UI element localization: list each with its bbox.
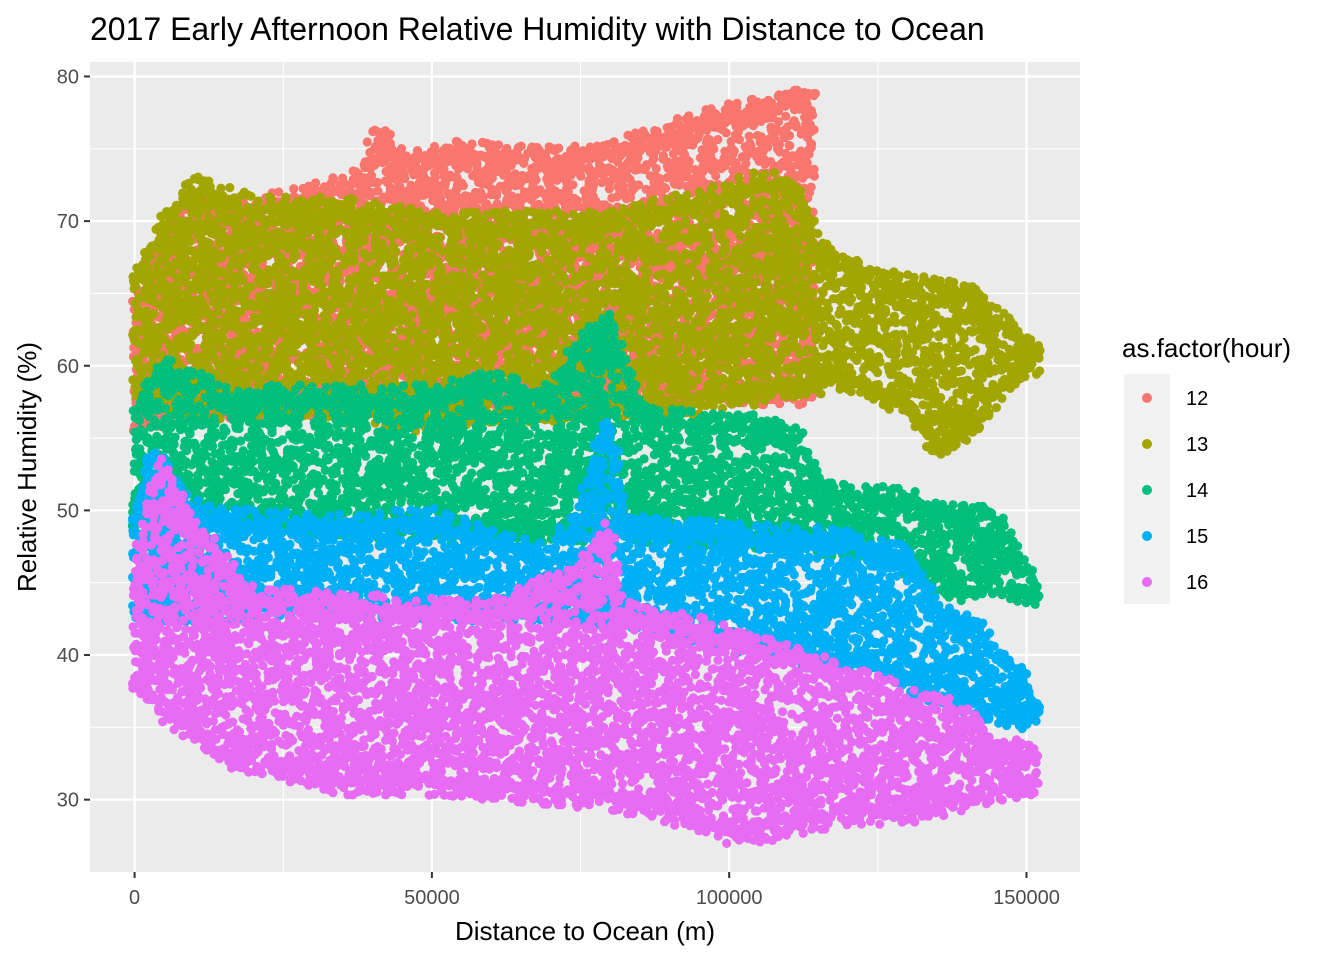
chart-title: 2017 Early Afternoon Relative Humidity w… bbox=[90, 11, 985, 47]
data-point bbox=[589, 195, 599, 205]
data-point bbox=[457, 178, 467, 188]
data-point bbox=[385, 138, 396, 149]
data-point bbox=[576, 171, 586, 181]
data-point bbox=[467, 139, 477, 149]
data-point bbox=[651, 163, 661, 174]
data-point bbox=[516, 141, 526, 151]
data-point bbox=[531, 175, 541, 185]
data-point bbox=[372, 178, 382, 188]
data-point bbox=[570, 141, 580, 151]
data-point bbox=[385, 129, 395, 139]
data-point bbox=[661, 183, 671, 193]
data-point bbox=[589, 179, 599, 189]
data-point bbox=[337, 180, 347, 190]
data-point bbox=[362, 137, 372, 147]
data-point bbox=[493, 140, 504, 150]
data-points bbox=[127, 85, 1045, 849]
data-point bbox=[575, 161, 585, 171]
data-point bbox=[552, 154, 562, 164]
data-point bbox=[654, 174, 664, 184]
data-point bbox=[554, 143, 564, 153]
data-point bbox=[630, 128, 641, 138]
data-point bbox=[568, 180, 578, 190]
data-point bbox=[445, 143, 455, 153]
data-point bbox=[649, 153, 659, 164]
data-point bbox=[289, 184, 299, 194]
data-point bbox=[443, 157, 453, 167]
